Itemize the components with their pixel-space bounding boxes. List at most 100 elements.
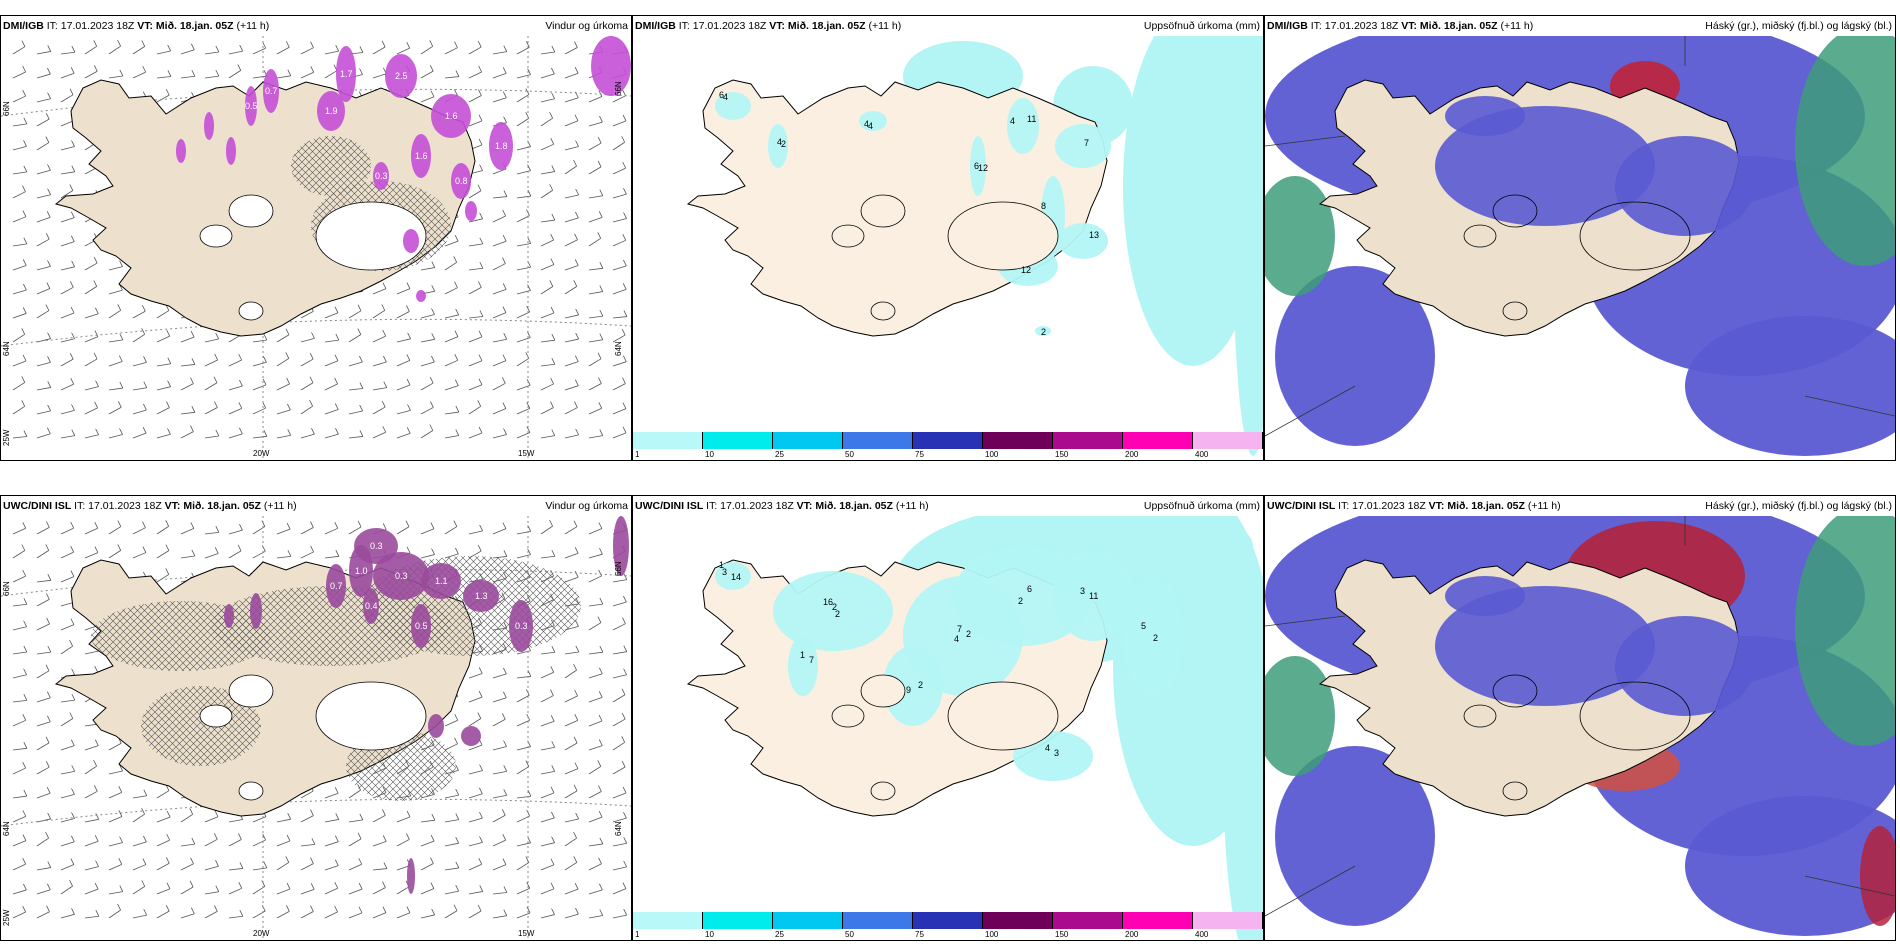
value-label: 2 (835, 609, 840, 619)
colorbar-swatch (913, 432, 983, 449)
value-label: 1.0 (355, 566, 368, 576)
colorbar-swatch (703, 432, 773, 449)
precip-area (1173, 36, 1263, 116)
precip-blob (226, 137, 236, 165)
colorbar-swatch (983, 912, 1053, 929)
lon-label: 20W (253, 929, 270, 938)
colorbar-tick-label: 150 (1055, 450, 1069, 459)
value-label: 0.3 (370, 541, 383, 551)
init-time: 17.01.2023 18Z (720, 500, 794, 512)
colorbar-tick-label: 1 (635, 450, 640, 459)
glacier-outline (860, 674, 906, 708)
colorbar-tick-label: 10 (705, 930, 714, 939)
colorbar-tick-label: 200 (1125, 930, 1139, 939)
colorbar-tick-label: 100 (985, 450, 999, 459)
value-label: 2 (1153, 633, 1158, 643)
panel-title: Háský (gr.), miðský (fj.bl.) og lágský (… (1705, 20, 1892, 32)
precip-blob (407, 858, 415, 894)
high-cloud-area (1265, 176, 1335, 296)
colorbar-tick-label: 1 (635, 930, 640, 939)
value-label: 16 (823, 597, 833, 607)
colorbar-swatch (773, 912, 843, 929)
precip-area (1055, 124, 1111, 168)
glacier-outline (228, 674, 274, 708)
colorbar-swatch (773, 432, 843, 449)
lon-label: 25W (2, 909, 11, 926)
cloud-area (1435, 106, 1655, 226)
value-label: 6 (1027, 584, 1032, 594)
precip-blob (411, 134, 431, 178)
precip-blob (461, 726, 481, 746)
precip-blob (403, 229, 419, 253)
glacier-outline (1579, 201, 1691, 271)
value-label: 11 (1089, 591, 1098, 601)
model-name: UWC/DINI ISL (3, 500, 72, 512)
glacier-outline (199, 224, 233, 248)
lead-time: (+11 h) (895, 500, 929, 512)
precip-area (883, 646, 943, 726)
colorbar-tick-label: 200 (1125, 450, 1139, 459)
precip-area (788, 636, 818, 696)
graticule-line (1, 318, 631, 347)
precip-blob (176, 139, 186, 163)
value-label: 12 (1021, 265, 1031, 275)
lon-label: 15W (518, 449, 535, 458)
value-label: 3 (722, 567, 727, 577)
value-label: 1.3 (475, 591, 488, 601)
init-time: 17.01.2023 18Z (1324, 20, 1399, 32)
valid-time: Mið. 18.jan. 05Z (183, 500, 261, 512)
cloud-area (1445, 576, 1525, 616)
value-label: 6 (974, 161, 979, 171)
cloud-area (1445, 96, 1525, 136)
colorbar-tick-label: 10 (705, 450, 714, 459)
value-label: 4 (1045, 743, 1050, 753)
lead-time: (+11 h) (236, 20, 270, 32)
glacier-outline (228, 194, 274, 228)
valid-time: Mið. 18.jan. 05Z (815, 500, 893, 512)
value-label: 4 (1010, 116, 1015, 126)
colorbar-swatch (1193, 912, 1263, 929)
panel-title: Uppsöfnuð úrkoma (mm) (1143, 20, 1260, 32)
colorbar-swatch (913, 912, 983, 929)
panel-title: Uppsöfnuð úrkoma (mm) (1143, 500, 1260, 512)
precip-area (1123, 36, 1263, 366)
value-label: 8 (1041, 201, 1046, 211)
value-label: 0.4 (365, 601, 378, 611)
panel-header: UWC/DINI ISL IT: 17.01.2023 18Z VT: Mið.… (1265, 496, 1895, 516)
low-cloud-over-land (1435, 96, 1755, 236)
colorbar-tick-label: 400 (1195, 930, 1209, 939)
lat-label: 66N (2, 581, 11, 596)
glacier-outline (315, 201, 427, 271)
model-name: UWC/DINI ISL (1267, 500, 1336, 512)
panel-uwc-cloud: UWC/DINI ISL IT: 17.01.2023 18Z VT: Mið.… (1264, 495, 1896, 941)
value-label: 12 (978, 163, 988, 173)
glacier-outline (947, 201, 1059, 271)
precip-area (859, 111, 887, 131)
value-label: 1.7 (340, 69, 353, 79)
lat-label: 64N (2, 821, 11, 836)
value-label: 0.8 (455, 176, 468, 186)
value-label: 7 (1084, 138, 1089, 148)
value-label: 1.6 (415, 151, 428, 161)
colorbar-swatch (1193, 432, 1263, 449)
precip-area (1058, 223, 1108, 259)
precip-blob (591, 36, 631, 96)
colorbar-tick-label: 25 (775, 450, 784, 459)
precip-blob (204, 112, 214, 140)
valid-time: Mið. 18.jan. 05Z (787, 20, 866, 32)
cloud-area (1685, 796, 1895, 936)
panel-header: DMI/IGB IT: 17.01.2023 18Z VT: Mið. 18.j… (1265, 16, 1895, 36)
value-label: 2 (1018, 596, 1023, 606)
colorbar-tick-label: 75 (915, 930, 924, 939)
panel-header: UWC/DINI ISL IT: 17.01.2023 18Z VT: Mið.… (1, 496, 631, 516)
precip-areas (224, 516, 629, 894)
panel-title: Vindur og úrkoma (545, 500, 628, 512)
lat-label: 66N (2, 101, 11, 116)
colorbar-swatch (633, 912, 703, 929)
precip-blob (326, 564, 346, 608)
value-label: 2.5 (395, 71, 408, 81)
cloud-area (1435, 586, 1655, 706)
glacier-outline (1502, 781, 1528, 801)
precip-blob (421, 563, 461, 599)
precip-blob (451, 163, 471, 199)
